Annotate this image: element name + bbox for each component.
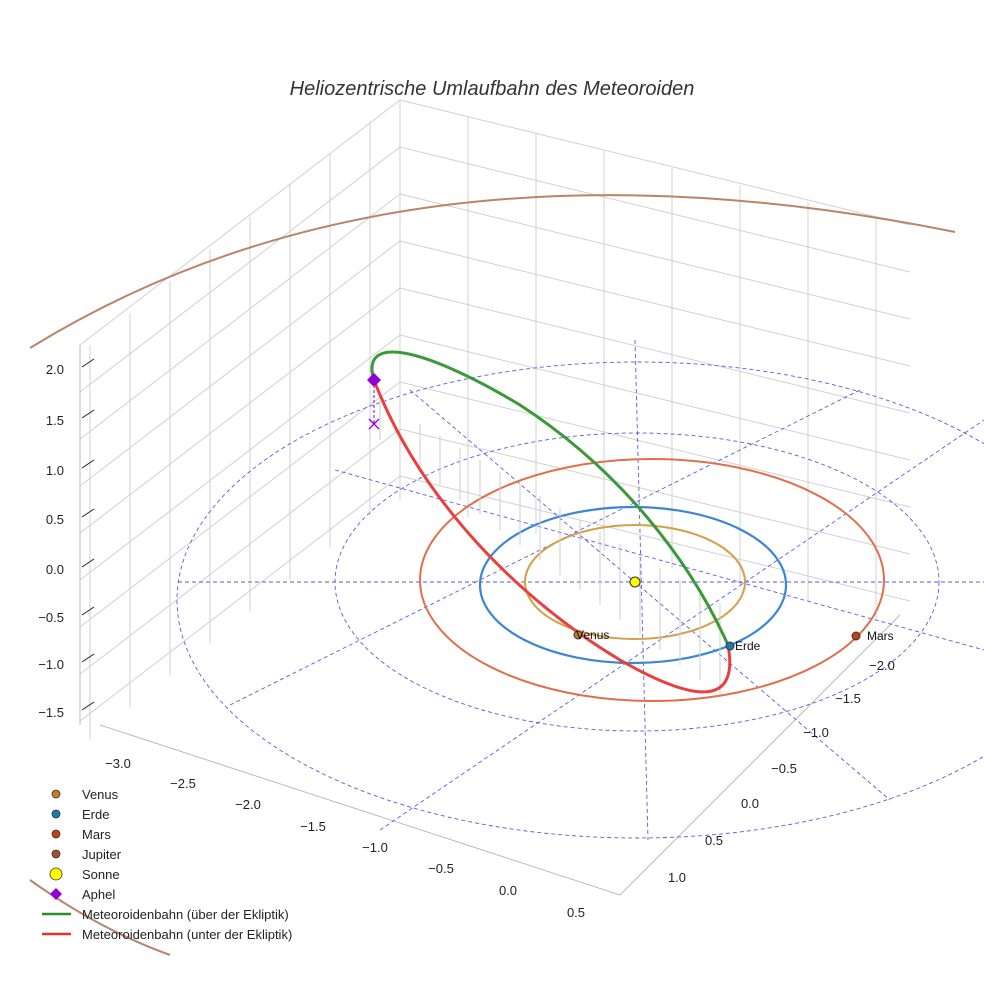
meteoroid-orbit-below — [372, 379, 732, 694]
z-tick-label: 1.0 — [46, 463, 64, 478]
grid-line — [399, 193, 911, 320]
z-tick — [81, 653, 95, 663]
legend-label: Mars — [82, 827, 111, 842]
legend-label: Erde — [82, 807, 109, 822]
legend: Venus Erde Mars Jupiter Sonne Aphel Meteoroide… — [42, 787, 292, 942]
z-tick-label: −1.5 — [38, 705, 64, 720]
z-tick-label: 2.0 — [46, 362, 64, 377]
grid-line — [399, 287, 911, 414]
z-tick — [81, 701, 95, 711]
orbit-jupiter — [29, 879, 171, 956]
grid-line — [79, 428, 401, 675]
grid-line — [79, 193, 401, 440]
y-tick-label: 0.0 — [741, 796, 759, 811]
aphel-marker — [367, 373, 381, 387]
sun-marker — [629, 576, 641, 588]
venus-marker — [573, 630, 583, 640]
x-tick-label: −3.0 — [105, 756, 131, 771]
grid-line — [399, 240, 911, 367]
grid-line — [79, 381, 401, 628]
x-tick-label: −2.0 — [235, 797, 261, 812]
legend-label: Meteoroidenbahn (unter der Ekliptik) — [82, 927, 292, 942]
orbit-mars — [419, 458, 885, 702]
grid-line — [79, 146, 401, 393]
legend-label: Jupiter — [82, 847, 122, 862]
x-axis-line — [99, 724, 621, 896]
legend-circle-icon — [51, 829, 61, 839]
meteoroid-orbit-above — [370, 350, 730, 646]
legend-label: Venus — [82, 787, 119, 802]
y-tick-label: −0.5 — [771, 761, 797, 776]
reference-line — [409, 389, 891, 801]
grid-line — [79, 475, 401, 722]
venus-label: Venus — [576, 628, 609, 642]
reference-line — [379, 419, 984, 831]
z-tick — [81, 558, 95, 568]
grid-line — [79, 334, 401, 581]
z-tick-label: 0.5 — [46, 512, 64, 527]
x-tick-label: −0.5 — [428, 861, 454, 876]
y-axis-line — [619, 614, 901, 896]
legend-label: Meteoroidenbahn (über der Ekliptik) — [82, 907, 289, 922]
axes-grid — [79, 99, 911, 896]
z-tick — [81, 508, 95, 518]
orbit-jupiter — [29, 194, 956, 349]
grid-line — [399, 381, 911, 508]
x-tick-label: −2.5 — [170, 776, 196, 791]
z-tick — [81, 606, 95, 616]
grid-line — [399, 428, 911, 555]
z-tick-label: 1.5 — [46, 413, 64, 428]
legend-diamond-icon — [50, 888, 62, 900]
mars-marker — [851, 631, 861, 641]
x-tick-label: −1.5 — [300, 819, 326, 834]
erde-label: Erde — [735, 639, 761, 653]
aphel-projection-marker — [368, 418, 380, 430]
chart-title: Heliozentrische Umlaufbahn des Meteoroid… — [290, 78, 695, 100]
reference-line — [229, 389, 861, 706]
grid-line — [79, 287, 401, 534]
orbits — [29, 194, 984, 956]
legend-circle-icon — [51, 809, 61, 819]
tick-labels: 2.0 1.5 1.0 0.5 0.0 −0.5 −1.0 −1.5 −3.0 −2.5 −2.0 −… — [38, 358, 895, 920]
legend-label: Sonne — [82, 867, 120, 882]
mars-label: Mars — [867, 629, 894, 643]
z-tick-label: −1.0 — [38, 657, 64, 672]
marks: Venus Erde Mars — [367, 373, 894, 653]
reference-circle — [176, 361, 984, 839]
z-tick-label: −0.5 — [38, 610, 64, 625]
y-tick-label: −2.0 — [869, 658, 895, 673]
z-tick — [81, 459, 95, 469]
orbit-venus — [524, 524, 746, 640]
legend-circle-icon — [49, 867, 63, 881]
y-tick-label: −1.0 — [803, 725, 829, 740]
legend-label: Aphel — [82, 887, 115, 902]
x-tick-label: 0.5 — [567, 905, 585, 920]
erde-marker — [725, 641, 735, 651]
grid-line — [399, 99, 911, 226]
legend-circle-icon — [51, 789, 61, 799]
z-tick-label: 0.0 — [46, 562, 64, 577]
x-tick-label: 0.0 — [499, 883, 517, 898]
grid-line — [79, 240, 401, 487]
grid-line — [399, 334, 911, 461]
orbit-erde — [478, 505, 788, 665]
grid-line — [399, 146, 911, 273]
reference-line — [634, 339, 649, 841]
y-tick-label: 0.5 — [705, 833, 723, 848]
x-tick-label: −1.0 — [362, 840, 388, 855]
z-tick — [81, 409, 95, 419]
z-tick — [81, 358, 95, 368]
y-tick-label: −1.5 — [835, 691, 861, 706]
legend-circle-icon — [51, 849, 61, 859]
grid-line — [79, 99, 401, 346]
y-tick-label: 1.0 — [668, 870, 686, 885]
